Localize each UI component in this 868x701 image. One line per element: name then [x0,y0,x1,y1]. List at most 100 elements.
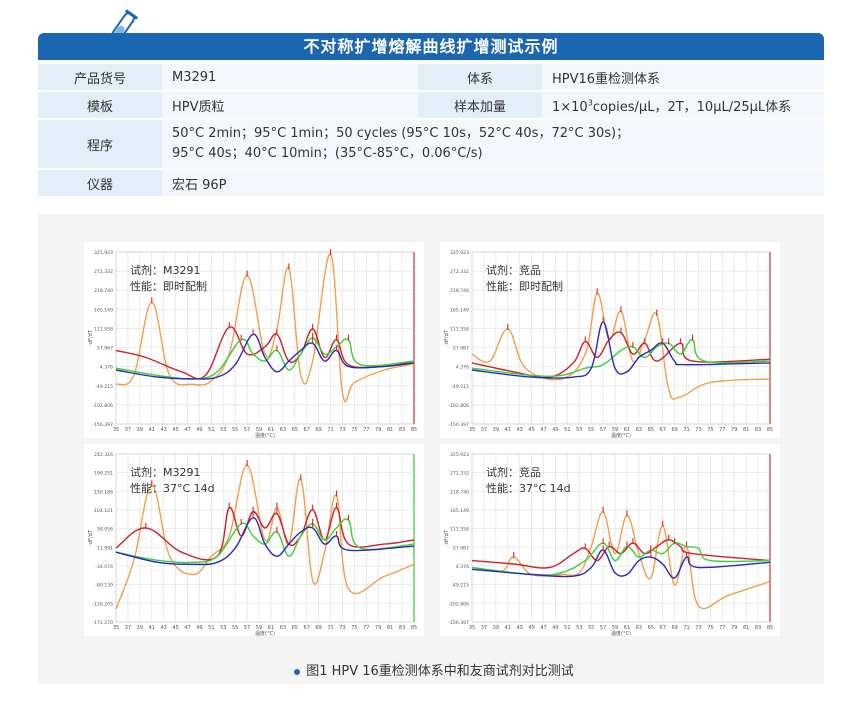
x-tick-label: 71 [327,625,333,631]
y-tick-label: 218.740 [450,489,469,495]
x-tick-label: 45 [172,427,178,433]
x-tick-label: 77 [719,427,725,433]
x-tick-label: 61 [624,625,630,631]
plot-frame [471,251,771,425]
y-tick-label: -102.806 [448,403,469,409]
x-tick-label: 47 [184,625,190,631]
y-tick-label: 272.332 [450,269,469,275]
chart-grid [115,251,415,425]
y-tick-label: 11.991 [97,545,113,551]
plot-frame [115,453,415,623]
x-tick-label: 77 [363,427,369,433]
performance-label: 性能：即时配制 [130,279,207,293]
x-tick-label: 59 [612,625,618,631]
y-tick-label: -102.806 [448,601,469,607]
x-tick-label: 53 [220,427,226,433]
x-tick-label: 39 [493,427,499,433]
y-tick-label: -156.397 [448,620,469,626]
x-tick-label: 35 [113,427,119,433]
bullet-dot-icon [294,668,301,675]
table-row: 程序 50°C 2min；95°C 1min；50 cycles (95°C 1… [38,120,824,168]
y-tick-label: 104.121 [94,508,113,514]
x-tick-label: 63 [280,625,286,631]
x-tick-label: 85 [767,427,773,433]
x-tick-label: 77 [719,625,725,631]
x-tick-label: 41 [505,427,511,433]
x-tick-label: 39 [493,625,499,631]
melt-chart-2: 35 37 39 41 43 45 47 49 51 53 55 57 59 61 63 65 67 69 71 73… [440,242,780,438]
y-tick-label: -49.215 [95,384,113,390]
x-tick-label: 55 [588,427,594,433]
x-tick-label: 83 [399,427,405,433]
x-tick-label: 75 [351,625,357,631]
x-tick-label: 37 [125,427,131,433]
system-value: HPV16重检测体系 [542,64,824,90]
x-tick-label: 39 [137,625,143,631]
x-tick-label: 73 [695,427,701,433]
x-tick-label: 79 [731,427,737,433]
y-tick-label: 272.332 [94,269,113,275]
caption-text: 图1 HPV 16重检测体系中和友商试剂对比测试 [306,664,574,679]
y-tick-label: 325.923 [450,250,469,256]
x-tick-label: 55 [232,625,238,631]
x-tick-label: 49 [196,625,202,631]
x-tick-label: 57 [244,427,250,433]
x-tick-label: 59 [612,427,618,433]
x-tick-label: 65 [292,625,298,631]
x-axis-label: 温度(°C) [255,630,275,636]
x-tick-label: 53 [220,625,226,631]
y-tick-label: 325.923 [94,250,113,256]
x-tick-label: 69 [315,625,321,631]
product-value: M3291 [162,64,418,90]
x-tick-label: 51 [564,427,570,433]
series-line-red [115,326,415,380]
y-tick-label: 196.251 [94,471,113,477]
x-tick-label: 41 [505,625,511,631]
y-tick-label: -102.806 [92,403,113,409]
x-tick-label: 35 [469,427,475,433]
y-tick-label: 58.056 [97,527,113,533]
x-tick-label: 67 [660,427,666,433]
melt-chart-4: 35 37 39 41 43 45 47 49 51 53 55 57 59 61 63 65 67 69 71 73… [440,444,780,636]
x-tick-label: 75 [707,427,713,433]
x-tick-label: 61 [268,427,274,433]
x-tick-label: 85 [411,625,417,631]
template-value: HPV质粒 [162,92,418,118]
x-axis-label: 温度(°C) [611,630,631,636]
x-tick-label: 35 [469,625,475,631]
x-tick-label: 81 [387,427,393,433]
x-tick-label: 55 [588,625,594,631]
x-tick-label: 45 [528,427,534,433]
section-title-banner: 不对称扩增熔解曲线扩增测试示例 [38,33,824,60]
melt-chart-1: 35 37 39 41 43 45 47 49 51 53 55 57 59 61 63 65 67 69 71 73… [84,242,424,438]
chart-grid [115,453,415,623]
sample-value: 1×103copies/μL，2T，10μL/25μL体系 [542,92,824,118]
x-tick-label: 51 [208,625,214,631]
y-tick-label: 272.332 [450,471,469,477]
y-tick-label: 150.186 [94,489,113,495]
program-line-1: 50°C 2min；95°C 1min；50 cycles (95°C 10s，… [172,126,630,141]
x-tick-label: 39 [137,427,143,433]
y-tick-label: -156.397 [92,422,113,428]
reagent-label: 试剂：竞品 [486,465,541,479]
series-line-blue [115,517,415,566]
y-axis-label: -dF/dT [88,529,94,546]
series-line-green [471,339,771,377]
instrument-label: 仪器 [38,170,162,196]
chart-grid [471,251,771,425]
y-tick-label: 57.967 [97,346,113,352]
y-tick-label: 57.967 [453,346,469,352]
series-line-red [471,331,771,379]
performance-label: 性能：即时配制 [486,279,563,293]
x-tick-label: 43 [160,427,166,433]
x-tick-label: 69 [671,427,677,433]
x-tick-label: 51 [208,427,214,433]
y-tick-label: 165.149 [94,307,113,313]
x-tick-label: 79 [375,427,381,433]
x-tick-label: 49 [552,625,558,631]
x-tick-label: 51 [564,625,570,631]
x-tick-label: 81 [387,625,393,631]
x-tick-label: 63 [636,427,642,433]
series-line-green [115,337,415,380]
x-axis-label: 温度(°C) [255,432,275,438]
